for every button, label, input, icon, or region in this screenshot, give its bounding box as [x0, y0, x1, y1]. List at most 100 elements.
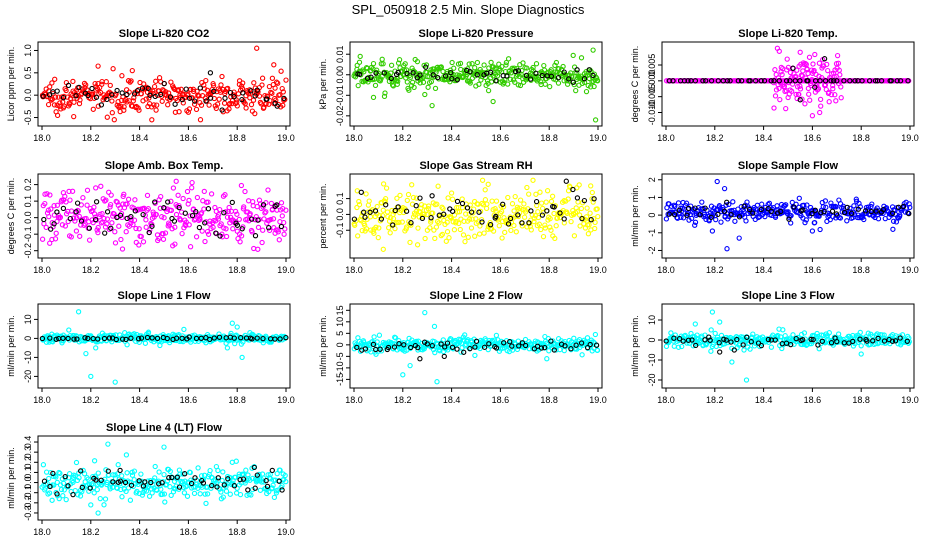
y-tick-label: 0.0: [23, 211, 33, 224]
data-point: [357, 348, 364, 354]
y-tick-label: -0.010: [647, 100, 657, 126]
data-point: [812, 219, 818, 226]
data-point: [242, 188, 248, 195]
data-point: [388, 75, 394, 82]
x-tick-label: 18.4: [131, 395, 149, 405]
data-point: [149, 223, 155, 229]
data-point: [560, 63, 566, 70]
data-point: [41, 216, 47, 223]
data-point: [109, 92, 115, 98]
data-point: [472, 344, 478, 350]
data-point: [93, 185, 99, 191]
data-point: [164, 335, 170, 342]
data-point: [383, 185, 390, 191]
data-point: [351, 216, 358, 222]
data-point: [459, 200, 466, 207]
data-point: [402, 61, 408, 67]
data-point: [590, 47, 596, 53]
data-point: [413, 195, 420, 201]
y-tick-label: 10: [335, 317, 345, 327]
data-point: [280, 102, 286, 108]
data-point: [390, 222, 396, 228]
data-point: [131, 468, 138, 474]
data-point: [702, 337, 708, 343]
data-point: [62, 473, 68, 480]
data-point: [841, 78, 847, 84]
data-point: [373, 224, 379, 230]
data-point: [193, 209, 199, 215]
data-point: [152, 199, 158, 205]
data-point: [237, 491, 244, 498]
data-point: [275, 80, 281, 86]
data-point: [356, 201, 363, 208]
data-point: [708, 78, 715, 84]
data-point: [761, 78, 768, 84]
data-point: [857, 329, 863, 336]
data-point: [528, 227, 534, 233]
panel-title: Slope Li-820 CO2: [119, 28, 209, 40]
data-point: [358, 189, 364, 195]
data-point: [185, 109, 192, 115]
data-point: [367, 209, 373, 215]
data-point: [507, 339, 513, 345]
data-point: [114, 214, 120, 221]
y-tick-label: 0.1: [23, 466, 33, 479]
plot-frame: [349, 303, 603, 389]
data-point: [394, 195, 400, 201]
data-point: [776, 48, 782, 54]
data-point: [530, 64, 536, 71]
data-point: [865, 330, 871, 336]
data-point: [680, 215, 687, 221]
y-tick-label: -10: [335, 361, 345, 374]
data-point: [410, 70, 416, 76]
data-point: [102, 230, 108, 236]
data-point: [74, 200, 81, 206]
data-point: [717, 319, 723, 325]
data-point: [372, 82, 379, 89]
data-point: [768, 208, 774, 215]
data-point: [693, 342, 699, 349]
data-point: [832, 92, 838, 98]
data-point: [142, 85, 149, 91]
data-point: [727, 78, 733, 84]
data-point: [781, 83, 788, 89]
data-point: [787, 78, 793, 84]
data-point: [853, 196, 859, 202]
data-point: [196, 93, 202, 99]
data-point: [503, 59, 510, 66]
data-point: [746, 206, 753, 213]
data-point: [90, 106, 96, 112]
data-point: [171, 218, 178, 224]
data-point: [153, 211, 159, 218]
y-axis-label: ml/min per min.: [6, 315, 16, 377]
data-point: [539, 72, 545, 79]
data-point: [594, 347, 601, 353]
data-point: [372, 208, 379, 214]
data-point: [544, 208, 550, 214]
data-point: [564, 81, 571, 87]
panel-grid: Slope Li-820 CO2 18.0 18.2 18.4 18.6 18.8 19.0…: [6, 28, 919, 537]
data-point: [747, 78, 753, 84]
data-point: [106, 335, 113, 341]
data-point: [260, 204, 266, 210]
panel-6: Slope Sample Flow 18.0 18.2 18.4 18.6 18.8 19.…: [630, 160, 919, 275]
x-tick-label: 18.8: [540, 265, 558, 275]
data-point: [180, 195, 186, 202]
data-point: [204, 228, 211, 235]
data-point: [45, 101, 52, 108]
data-point: [356, 198, 362, 205]
data-point: [76, 84, 82, 91]
data-point: [51, 221, 57, 227]
data-point: [273, 97, 279, 103]
data-point: [481, 344, 488, 350]
data-point: [581, 197, 588, 204]
data-point: [828, 78, 834, 84]
data-point: [229, 100, 235, 107]
data-point: [83, 350, 89, 357]
data-point: [441, 211, 447, 217]
data-point: [517, 82, 524, 89]
data-point: [215, 475, 221, 481]
data-point: [571, 233, 578, 239]
data-point: [406, 87, 412, 93]
data-point: [444, 340, 451, 346]
